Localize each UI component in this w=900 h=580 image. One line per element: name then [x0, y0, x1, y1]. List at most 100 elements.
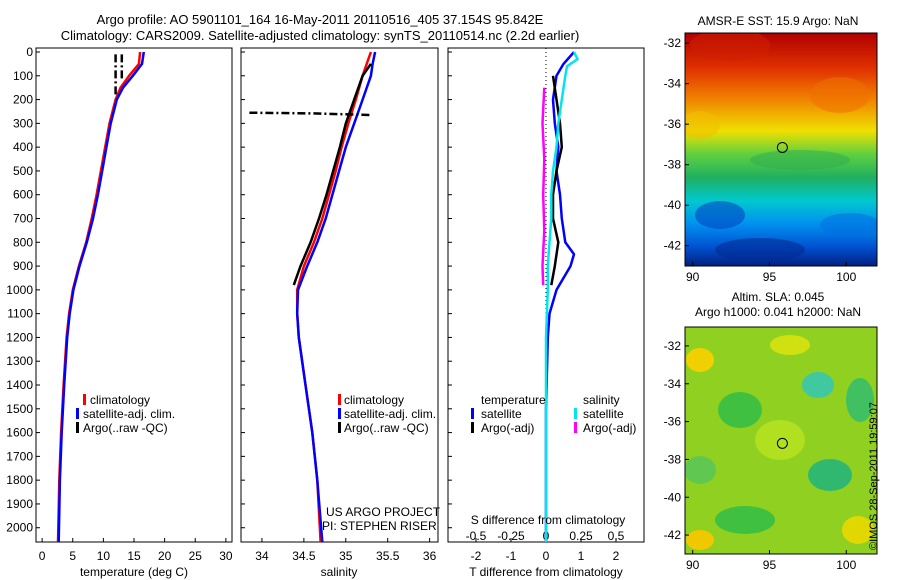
legend-label: Argo(..raw -QC) — [83, 421, 168, 435]
y-tick-label: 1600 — [6, 426, 33, 440]
map-y-tick-label: -36 — [664, 415, 682, 429]
salinity-xlabel: salinity — [321, 565, 358, 579]
y-tick-label: 500 — [13, 164, 33, 178]
x-tick-label-salinity: -0.5 — [466, 529, 487, 543]
legend-title-salinity: salinity — [583, 393, 620, 407]
series-line-climatology — [295, 51, 373, 543]
map-x-tick-label: 95 — [763, 270, 777, 284]
difference-legend: temperature salinity satellite Argo(-adj… — [471, 393, 636, 435]
y-tick-label: 0 — [26, 45, 33, 59]
map-x-tick-label: 95 — [763, 558, 777, 572]
series-line-satellite — [544, 51, 576, 542]
legend-label: satellite — [481, 407, 522, 421]
map-y-tick-label: -40 — [664, 198, 682, 212]
map-y-tick-label: -38 — [664, 158, 682, 172]
difference-xlabel: T difference from climatology — [469, 565, 623, 579]
series-line-argo-raw-qc- — [249, 111, 371, 117]
temperature-xlabel: temperature (deg C) — [80, 565, 188, 579]
y-tick-label: 2000 — [6, 521, 33, 535]
x-tick-label: 2 — [613, 549, 620, 563]
sst-map: 90 95 100 -32 -34 -36 -38 -40 -42 — [664, 32, 878, 284]
argo-position-marker — [776, 437, 788, 449]
temperature-plot: 0100200300400500600700800900100011001200… — [6, 45, 233, 563]
legend-label: satellite-adj. clim. — [344, 407, 436, 421]
map-x-tick-label: 90 — [686, 270, 700, 284]
y-tick-label: 300 — [13, 116, 33, 130]
y-tick-label: 1500 — [6, 402, 33, 416]
x-tick-label: 34.5 — [292, 549, 316, 563]
series-line-argo-adj- — [550, 75, 564, 286]
x-tick-label: 36 — [423, 549, 437, 563]
figure-title-line1: Argo profile: AO 5901101_164 16-May-2011… — [96, 12, 544, 27]
sst-map-title: AMSR-E SST: 15.9 Argo: NaN — [698, 14, 859, 28]
x-tick-label-salinity: 0.25 — [569, 529, 593, 543]
x-tick-label-salinity: -0.25 — [497, 529, 525, 543]
legend-title-temperature: temperature — [481, 393, 546, 407]
salinity-legend: climatology satellite-adj. clim. Argo(..… — [338, 393, 436, 435]
salinity-panel — [240, 47, 439, 543]
salinity-plot: 34 34.5 35 35.5 36 — [241, 51, 437, 563]
map-x-tick-label: 100 — [836, 270, 856, 284]
project-credit: US ARGO PROJECT — [326, 505, 441, 519]
y-tick-label: 1800 — [6, 473, 33, 487]
x-tick-label: 35 — [339, 549, 353, 563]
series-line-satellite — [544, 51, 579, 542]
y-tick-label: 1100 — [7, 307, 33, 321]
x-tick-label: 15 — [127, 549, 141, 563]
map-y-tick-label: -32 — [664, 36, 682, 50]
y-tick-label: 200 — [13, 93, 33, 107]
x-tick-label: 20 — [158, 549, 172, 563]
y-tick-label: 900 — [13, 259, 33, 273]
x-tick-label: 25 — [189, 549, 203, 563]
sla-map-title-line1: Altim. SLA: 0.045 — [732, 290, 825, 304]
temperature-panel — [35, 47, 233, 543]
y-tick-label: 1000 — [6, 283, 33, 297]
y-tick-label: 400 — [13, 140, 33, 154]
series-line-climatology — [56, 51, 142, 543]
y-tick-label: 1700 — [6, 449, 33, 463]
series-line-argo-adj- — [541, 87, 546, 286]
map-y-tick-label: -34 — [664, 377, 682, 391]
x-tick-label: 30 — [219, 549, 233, 563]
x-tick-label-salinity: 0.5 — [608, 529, 625, 543]
legend-label: Argo(-adj) — [583, 421, 636, 435]
x-tick-label: 35.5 — [376, 549, 400, 563]
legend-label: satellite-adj. clim. — [83, 407, 175, 421]
map-y-tick-label: -38 — [664, 452, 682, 466]
y-tick-label: 700 — [13, 212, 33, 226]
map-y-tick-label: -42 — [664, 239, 682, 253]
series-line-satellite-adj-clim- — [57, 51, 146, 543]
temperature-legend: climatology satellite-adj. clim. Argo(..… — [76, 393, 175, 435]
x-tick-label: 0 — [39, 549, 46, 563]
x-tick-label: 0 — [543, 549, 550, 563]
x-tick-label: -2 — [471, 549, 482, 563]
map-y-tick-label: -34 — [664, 77, 682, 91]
map-x-tick-label: 100 — [836, 558, 856, 572]
pi-credit: PI: STEPHEN RISER — [322, 519, 437, 533]
figure-title-line2: Climatology: CARS2009. Satellite-adjuste… — [60, 28, 580, 43]
legend-label: satellite — [583, 407, 624, 421]
legend-label: Argo(..raw -QC) — [344, 421, 429, 435]
x-tick-label: 34 — [255, 549, 269, 563]
y-tick-label: 1900 — [6, 497, 33, 511]
y-tick-label: 1400 — [6, 378, 33, 392]
sla-map: 90 95 100 -32 -34 -36 -38 -40 -42 — [664, 326, 878, 572]
difference-xlabel-top: S difference from climatology — [471, 513, 626, 527]
y-tick-label: 600 — [13, 188, 33, 202]
map-y-tick-label: -36 — [664, 117, 682, 131]
map-x-tick-label: 90 — [686, 558, 700, 572]
legend-label: climatology — [90, 393, 150, 407]
x-tick-label: 1 — [578, 549, 585, 563]
x-tick-label: -1 — [506, 549, 517, 563]
x-tick-label: 10 — [97, 549, 111, 563]
legend-label: climatology — [344, 393, 404, 407]
x-tick-label: 5 — [69, 549, 76, 563]
y-tick-label: 1200 — [6, 330, 33, 344]
sla-map-title-line2: Argo h1000: 0.041 h2000: NaN — [695, 305, 861, 319]
argo-position-marker — [776, 141, 788, 153]
imos-watermark: ©IMOS 28-Sep-2011 19:59:07 — [868, 402, 880, 550]
map-y-tick-label: -32 — [664, 339, 682, 353]
map-y-tick-label: -42 — [664, 528, 682, 542]
